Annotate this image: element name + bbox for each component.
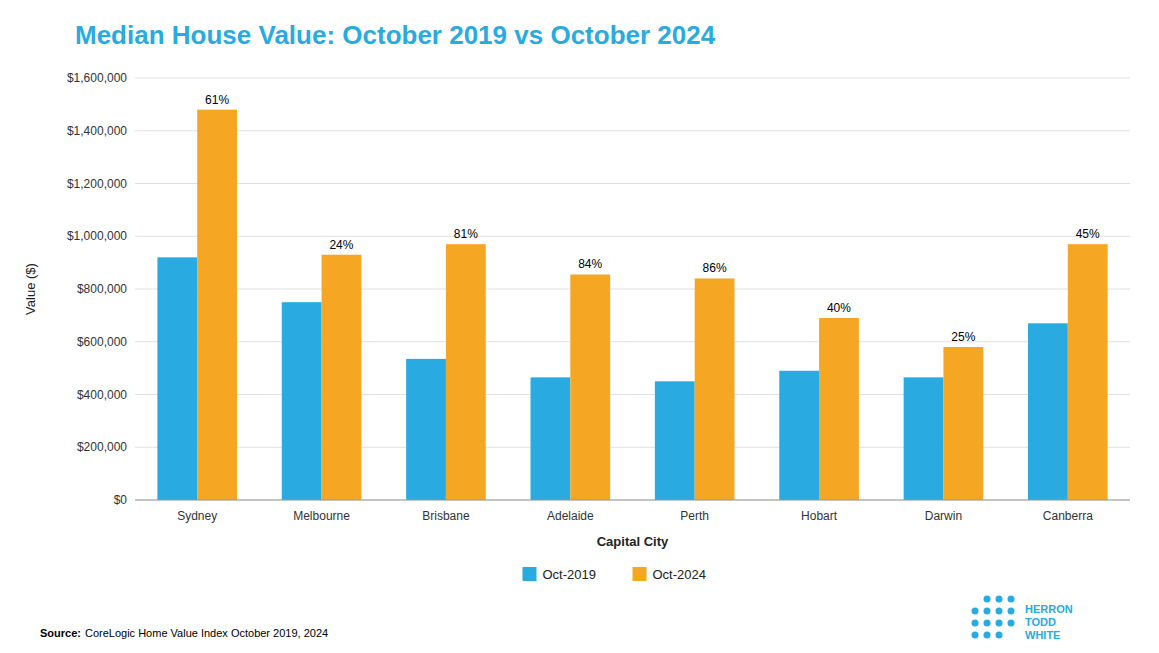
legend: Oct-2019 Oct-2024	[523, 567, 706, 582]
bar	[322, 255, 362, 500]
y-axis-label: Value ($)	[23, 263, 38, 315]
legend-label: Oct-2019	[543, 567, 596, 582]
bar	[406, 359, 446, 500]
bar	[1028, 323, 1068, 500]
x-axis-label: Capital City	[597, 534, 669, 549]
y-tick-label: $1,000,000	[67, 229, 127, 243]
logo-text: HERRON	[1025, 603, 1073, 615]
bar	[570, 274, 610, 500]
bars	[157, 110, 1107, 500]
x-tick-label: Hobart	[801, 509, 838, 523]
logo-dot	[996, 632, 1003, 639]
bar-annotation: 86%	[703, 261, 727, 275]
y-tick-label: $0	[114, 493, 128, 507]
grid	[135, 78, 1130, 500]
y-tick-label: $600,000	[77, 335, 127, 349]
logo-text: TODD	[1025, 616, 1056, 628]
bar	[819, 318, 859, 500]
x-tick-label: Canberra	[1043, 509, 1093, 523]
x-tick-label: Melbourne	[293, 509, 350, 523]
bar	[446, 244, 486, 500]
y-tick-label: $400,000	[77, 388, 127, 402]
bar	[1068, 244, 1108, 500]
y-tick-label: $800,000	[77, 282, 127, 296]
legend-label: Oct-2024	[653, 567, 706, 582]
logo-dot	[1008, 596, 1015, 603]
bar	[695, 278, 735, 500]
logo-dot	[984, 632, 991, 639]
x-tick-label: Sydney	[177, 509, 217, 523]
y-tick-label: $1,200,000	[67, 177, 127, 191]
bar-annotation: 45%	[1076, 227, 1100, 241]
bar-annotation: 61%	[205, 93, 229, 107]
bar-annotation: 24%	[329, 238, 353, 252]
x-tick-label: Adelaide	[547, 509, 594, 523]
grid-line	[135, 500, 1130, 501]
logo-dot	[972, 620, 979, 627]
grid-line	[135, 236, 1130, 237]
logo-dot	[984, 596, 991, 603]
bar-annotation: 84%	[578, 257, 602, 271]
logo-dot	[972, 632, 979, 639]
grid-line	[135, 130, 1130, 131]
logo: HERRONTODDWHITE	[972, 596, 1073, 642]
logo-dot	[984, 620, 991, 627]
bar-annotation: 25%	[951, 330, 975, 344]
bar	[157, 257, 197, 500]
y-tick-label: $200,000	[77, 440, 127, 454]
chart-title: Median House Value: October 2019 vs Octo…	[75, 20, 716, 50]
bar	[655, 381, 695, 500]
logo-dot	[996, 608, 1003, 615]
grid-line	[135, 78, 1130, 79]
y-tick-label: $1,400,000	[67, 124, 127, 138]
source-note: Source: CoreLogic Home Value Index Octobe…	[40, 627, 328, 639]
logo-dot	[1008, 608, 1015, 615]
logo-text: WHITE	[1025, 629, 1060, 641]
chart-container: Median House Value: October 2019 vs Octo…	[0, 0, 1159, 653]
bar	[904, 377, 944, 500]
y-tick-label: $1,600,000	[67, 71, 127, 85]
legend-swatch	[523, 567, 537, 581]
grid-line	[135, 183, 1130, 184]
bar-annotation: 81%	[454, 227, 478, 241]
logo-dot	[1008, 620, 1015, 627]
logo-dot	[996, 620, 1003, 627]
bar	[282, 302, 322, 500]
logo-dot	[984, 608, 991, 615]
grid-line	[135, 289, 1130, 290]
logo-dot	[996, 596, 1003, 603]
bar	[943, 347, 983, 500]
bar	[197, 110, 237, 500]
x-tick-label: Perth	[680, 509, 709, 523]
x-axis-line	[135, 500, 1130, 501]
x-tick-label: Darwin	[925, 509, 962, 523]
bar	[531, 377, 571, 500]
source-label: Source:	[40, 627, 81, 639]
bar	[779, 371, 819, 500]
legend-swatch	[633, 567, 647, 581]
bar-annotation: 40%	[827, 301, 851, 315]
x-tick-label: Brisbane	[422, 509, 470, 523]
chart-svg: Median House Value: October 2019 vs Octo…	[0, 0, 1159, 653]
source-text: CoreLogic Home Value Index October 2019,…	[85, 627, 328, 639]
logo-dot	[972, 608, 979, 615]
